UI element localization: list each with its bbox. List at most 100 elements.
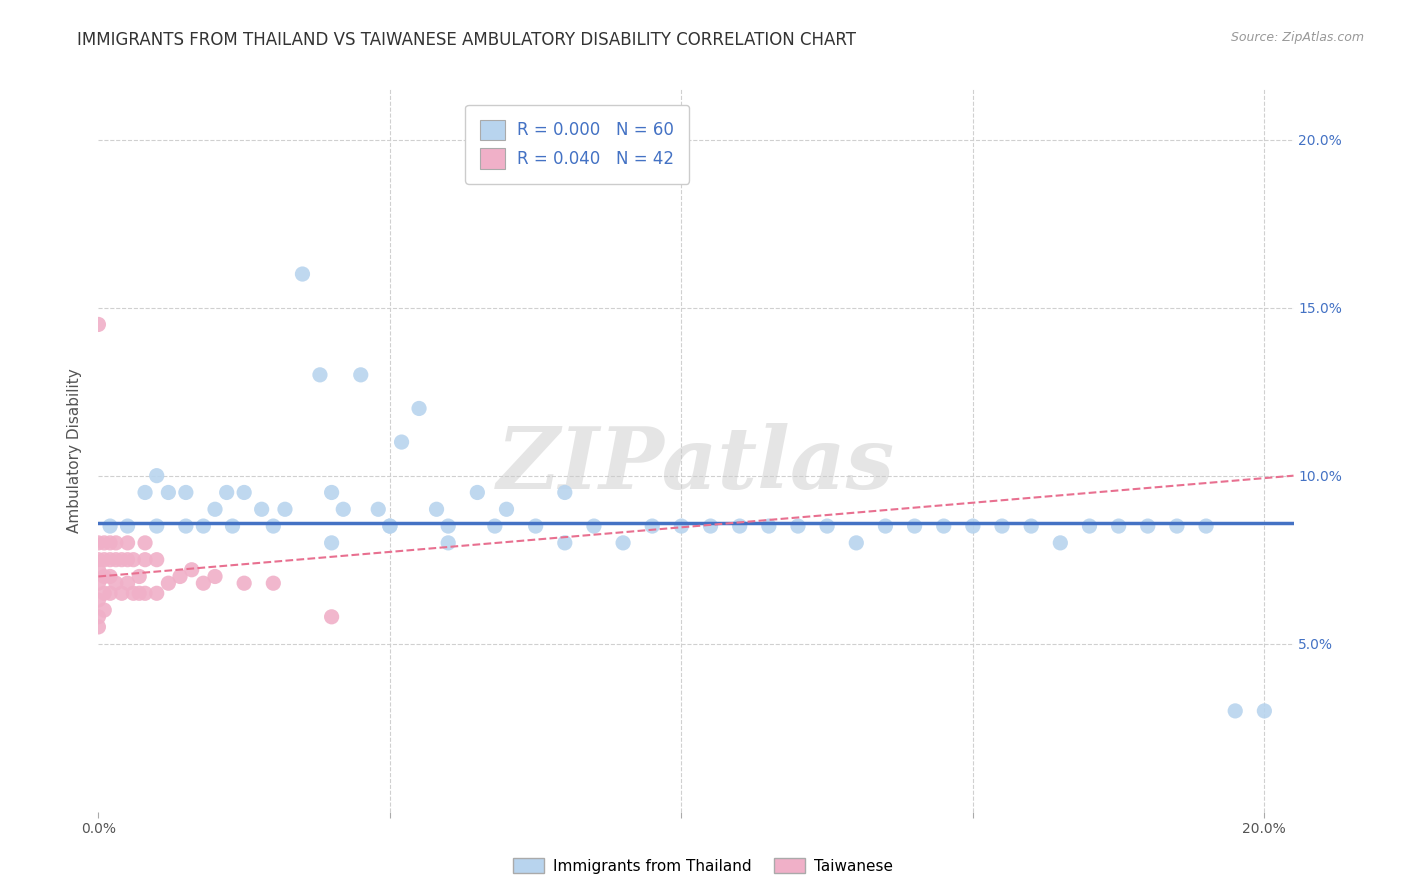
Point [437, 519, 460, 533]
Point [122, 586, 145, 600]
Point [425, 502, 447, 516]
Point [250, 502, 273, 516]
Point [671, 519, 693, 533]
Point [122, 552, 145, 566]
Point [378, 519, 401, 533]
Point [98, 552, 121, 566]
Point [1108, 519, 1130, 533]
Point [134, 586, 156, 600]
Point [758, 519, 780, 533]
Point [845, 536, 868, 550]
Point [117, 552, 139, 566]
Point [98, 519, 121, 533]
Point [157, 485, 180, 500]
Point [262, 576, 284, 591]
Point [104, 576, 127, 591]
Legend: Immigrants from Thailand, Taiwanese: Immigrants from Thailand, Taiwanese [508, 852, 898, 880]
Point [332, 502, 354, 516]
Point [367, 502, 389, 516]
Point [87, 552, 110, 566]
Point [321, 609, 343, 624]
Point [962, 519, 984, 533]
Text: IMMIGRANTS FROM THAILAND VS TAIWANESE AMBULATORY DISABILITY CORRELATION CHART: IMMIGRANTS FROM THAILAND VS TAIWANESE AM… [77, 31, 856, 49]
Point [274, 502, 297, 516]
Point [1019, 519, 1042, 533]
Point [875, 519, 897, 533]
Point [1253, 704, 1275, 718]
Point [117, 536, 139, 550]
Point [93, 552, 115, 566]
Point [87, 536, 110, 550]
Point [321, 485, 343, 500]
Point [350, 368, 373, 382]
Point [1225, 704, 1247, 718]
Point [1195, 519, 1218, 533]
Y-axis label: Ambulatory Disability: Ambulatory Disability [67, 368, 83, 533]
Legend: R = 0.000   N = 60, R = 0.040   N = 42: R = 0.000 N = 60, R = 0.040 N = 42 [465, 104, 689, 184]
Point [554, 485, 576, 500]
Point [1078, 519, 1101, 533]
Point [495, 502, 517, 516]
Point [87, 576, 110, 591]
Point [87, 563, 110, 577]
Point [309, 368, 332, 382]
Point [145, 468, 167, 483]
Point [128, 586, 150, 600]
Point [903, 519, 925, 533]
Point [128, 569, 150, 583]
Point [104, 552, 127, 566]
Point [87, 593, 110, 607]
Point [221, 519, 243, 533]
Point [193, 519, 215, 533]
Point [174, 485, 197, 500]
Point [117, 576, 139, 591]
Point [193, 576, 215, 591]
Point [87, 620, 110, 634]
Point [408, 401, 430, 416]
Point [391, 435, 413, 450]
Point [134, 485, 156, 500]
Point [93, 586, 115, 600]
Point [134, 552, 156, 566]
Point [145, 586, 167, 600]
Point [204, 569, 226, 583]
Point [378, 519, 401, 533]
Point [612, 536, 634, 550]
Point [291, 267, 314, 281]
Point [87, 318, 110, 332]
Point [484, 519, 506, 533]
Point [98, 536, 121, 550]
Point [98, 586, 121, 600]
Point [117, 519, 139, 533]
Point [157, 576, 180, 591]
Point [699, 519, 721, 533]
Point [93, 569, 115, 583]
Point [174, 519, 197, 533]
Point [1136, 519, 1159, 533]
Point [233, 576, 256, 591]
Point [467, 485, 489, 500]
Point [524, 519, 547, 533]
Point [233, 485, 256, 500]
Point [111, 552, 134, 566]
Point [1049, 536, 1071, 550]
Point [787, 519, 810, 533]
Point [180, 563, 202, 577]
Text: Source: ZipAtlas.com: Source: ZipAtlas.com [1230, 31, 1364, 45]
Point [145, 519, 167, 533]
Point [582, 519, 605, 533]
Point [641, 519, 664, 533]
Point [134, 536, 156, 550]
Point [554, 536, 576, 550]
Point [991, 519, 1014, 533]
Point [145, 552, 167, 566]
Point [104, 536, 127, 550]
Point [932, 519, 955, 533]
Point [204, 502, 226, 516]
Point [87, 609, 110, 624]
Point [321, 536, 343, 550]
Text: ZIPatlas: ZIPatlas [496, 423, 896, 507]
Point [815, 519, 838, 533]
Point [98, 569, 121, 583]
Point [262, 519, 284, 533]
